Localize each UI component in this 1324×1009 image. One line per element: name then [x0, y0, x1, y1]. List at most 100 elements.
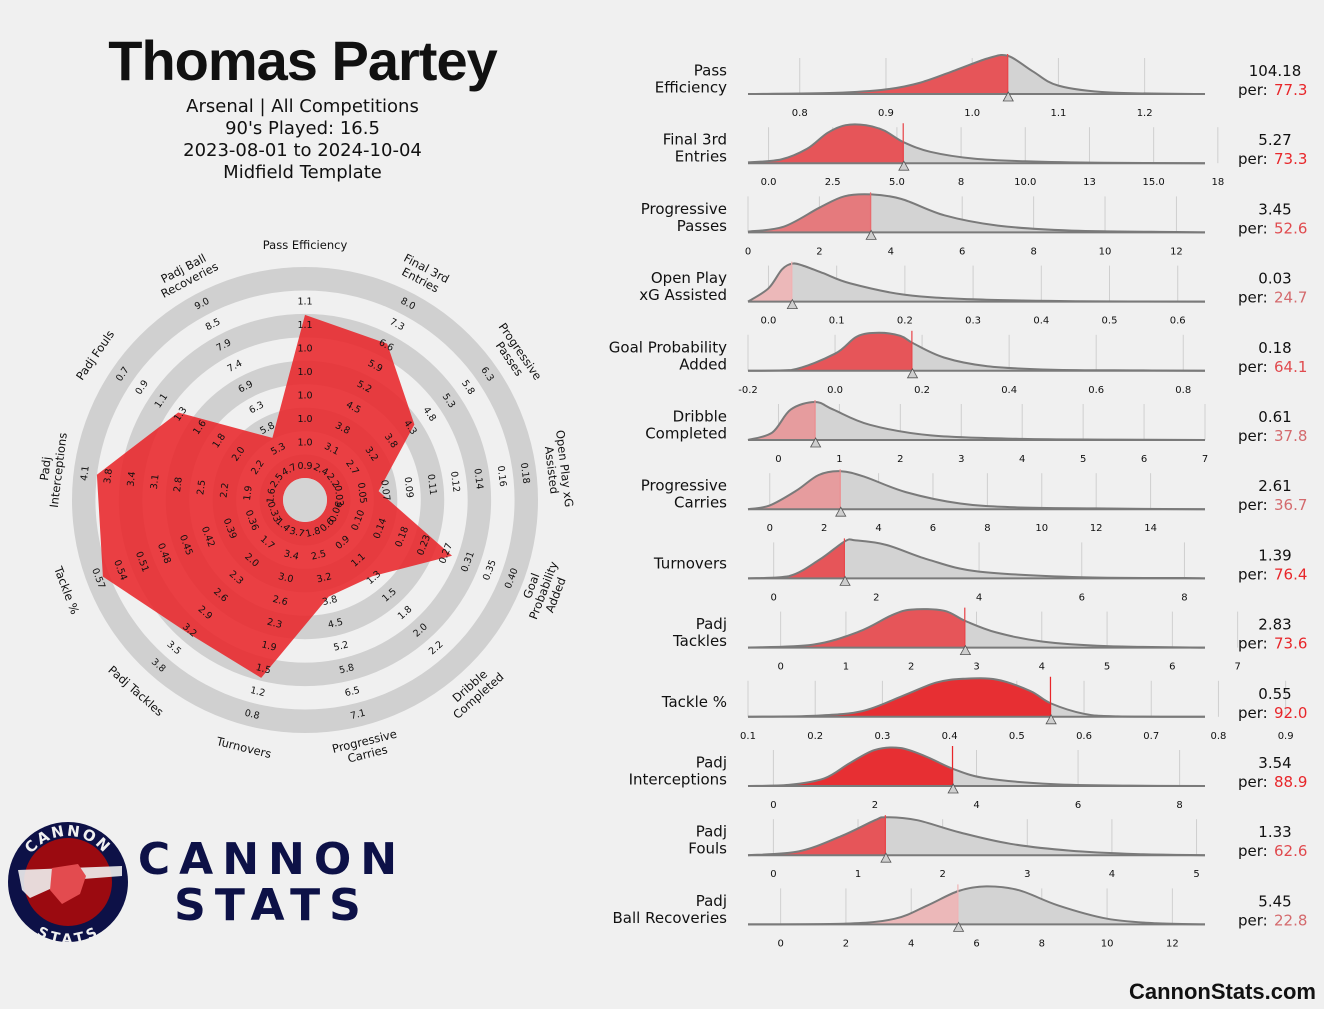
dist-tick-label: 18: [1211, 177, 1224, 188]
dist-tick-label: 4: [875, 523, 881, 534]
player-marker-icon: [959, 644, 972, 655]
dist-tick-label: 5: [1193, 869, 1199, 880]
percentile-label: per:: [1238, 565, 1268, 583]
dist-metric-label: Pass Efficiency: [655, 61, 727, 96]
percentile-label: per:: [1238, 150, 1268, 168]
percentile-value: 76.4: [1274, 565, 1307, 583]
dist-metric-label: Open Play xG Assisted: [639, 269, 727, 304]
dist-tick-label: 0.1: [740, 731, 756, 742]
dist-tick-label: 5: [1080, 454, 1086, 465]
dist-tick-label: 0: [777, 938, 783, 949]
dist-tick-label: 4: [1039, 662, 1045, 673]
dist-tick-label: 1.0: [964, 108, 980, 119]
dist-tick-label: 0: [767, 523, 773, 534]
radar-hole-fill: [283, 478, 327, 522]
percentile-label: per:: [1238, 704, 1268, 722]
percentile-label: per:: [1238, 773, 1268, 791]
dist-tick-label: 12: [1170, 246, 1183, 257]
dist-tick-label: 6: [930, 523, 936, 534]
dist-tick-label: 2: [816, 246, 822, 257]
dist-tick-label: 4: [976, 592, 982, 603]
brand-word-bottom: STATS: [174, 880, 370, 931]
dist-metric-label: Padj Interceptions: [629, 753, 728, 788]
radar-tick-label: 0.8: [243, 708, 260, 722]
dist-tick-label: 0.8: [792, 108, 808, 119]
player-name: Thomas Partey: [108, 29, 498, 92]
dist-area-highlight: [748, 541, 846, 579]
metric-value: 5.45: [1258, 892, 1291, 910]
radar-tick-label: 1.5: [255, 662, 272, 676]
player-marker-icon: [947, 783, 959, 794]
dist-tick-label: 14: [1144, 523, 1157, 534]
dist-tick-label: 2: [897, 454, 903, 465]
dist-tick-label: 3: [1024, 869, 1030, 880]
dist-area: [748, 263, 1205, 302]
dist-tick-label: 0: [777, 662, 783, 673]
dist-tick-label: 0: [770, 869, 776, 880]
dist-tick-label: 1.1: [1050, 108, 1066, 119]
percentile-label: per:: [1238, 496, 1268, 514]
dist-tick-label: 8: [1181, 592, 1187, 603]
radar-tick-label: 3.8: [102, 468, 115, 484]
percentile-label: per:: [1238, 219, 1268, 237]
radar-tick-label: 2.5: [195, 479, 208, 495]
map-icon: [50, 864, 86, 904]
radar-tick-label: 3.0: [277, 571, 294, 585]
cannon-icon: [18, 866, 122, 898]
dist-tick-label: 1: [855, 869, 861, 880]
dist-tick-label: 8: [958, 177, 964, 188]
dist-tick-label: 0.6: [1076, 731, 1092, 742]
metric-value: 0.61: [1258, 408, 1291, 426]
dist-tick-label: 0: [770, 800, 776, 811]
player-marker-icon: [906, 367, 919, 379]
dist-tick-label: 2: [908, 662, 914, 673]
dist-curve: [747, 470, 1206, 511]
dist-panel: 0.0 2.5 5.0 8 10.0 13 15.0 18 Final 3rd Entries 5.…: [663, 123, 1307, 188]
dist-area: [748, 471, 1205, 510]
radar-tick-label: 1.1: [297, 297, 312, 308]
dist-tick-label: 0.6: [1170, 316, 1186, 327]
dist-tick-label: 4: [973, 800, 979, 811]
dist-tick-label: 0.5: [1102, 316, 1118, 327]
percentile-value: 73.3: [1274, 150, 1307, 168]
metric-value: 0.03: [1258, 270, 1291, 288]
cannon-stats-logo: CANNON STATS CANNON STATS: [8, 822, 397, 948]
player-marker-icon: [809, 437, 822, 448]
percentile-label: per:: [1238, 427, 1268, 445]
dist-panel: 0.1 0.2 0.3 0.4 0.5 0.6 0.7 0.8 0.9 Tackle % 0.55p…: [661, 676, 1307, 742]
dist-area-highlight: [748, 263, 793, 302]
percentile-label: per:: [1238, 289, 1268, 307]
dist-tick-label: 4: [888, 246, 894, 257]
dist-tick-label: 2: [873, 592, 879, 603]
dist-panel: -0.2 0.0 0.2 0.4 0.6 0.8 Goal Probability Added…: [609, 330, 1307, 396]
percentile-value: 24.7: [1274, 289, 1307, 307]
radar-tick-label: 1.9: [242, 485, 255, 501]
dist-tick-label: 6: [959, 246, 965, 257]
dist-tick-label: 5: [1104, 662, 1110, 673]
metric-value: 104.18: [1249, 62, 1302, 80]
dist-metric-label: Tackle %: [661, 692, 727, 710]
radar-tick-label: 3.2: [316, 571, 333, 585]
radar-tick-label: 2.8: [172, 476, 185, 492]
dist-metric-label: Padj Tackles: [672, 615, 727, 650]
website-link[interactable]: CannonStats.com: [1128, 979, 1316, 1004]
nineties-played: 90's Played: 16.5: [225, 118, 380, 139]
dist-tick-label: 10: [1099, 246, 1112, 257]
radar-tick-label: 1.0: [297, 367, 312, 378]
dist-tick-label: 1: [836, 454, 842, 465]
dist-metric-label: Padj Ball Recoveries: [613, 891, 728, 926]
dist-tick-label: 0.6: [1088, 385, 1104, 396]
player-marker-icon: [898, 160, 910, 171]
player-marker-icon: [786, 298, 799, 309]
radar-tick-label: 0.11: [425, 473, 438, 495]
metric-value: 1.33: [1258, 823, 1291, 841]
dist-tick-label: 0.8: [1175, 385, 1191, 396]
dist-tick-label: 6: [973, 938, 979, 949]
dist-panel: 0.0 0.1 0.2 0.3 0.4 0.5 0.6 Open Play xG Assiste…: [639, 261, 1307, 327]
dist-tick-label: 4: [1019, 454, 1025, 465]
radar-tick-label: 1.0: [297, 344, 312, 355]
